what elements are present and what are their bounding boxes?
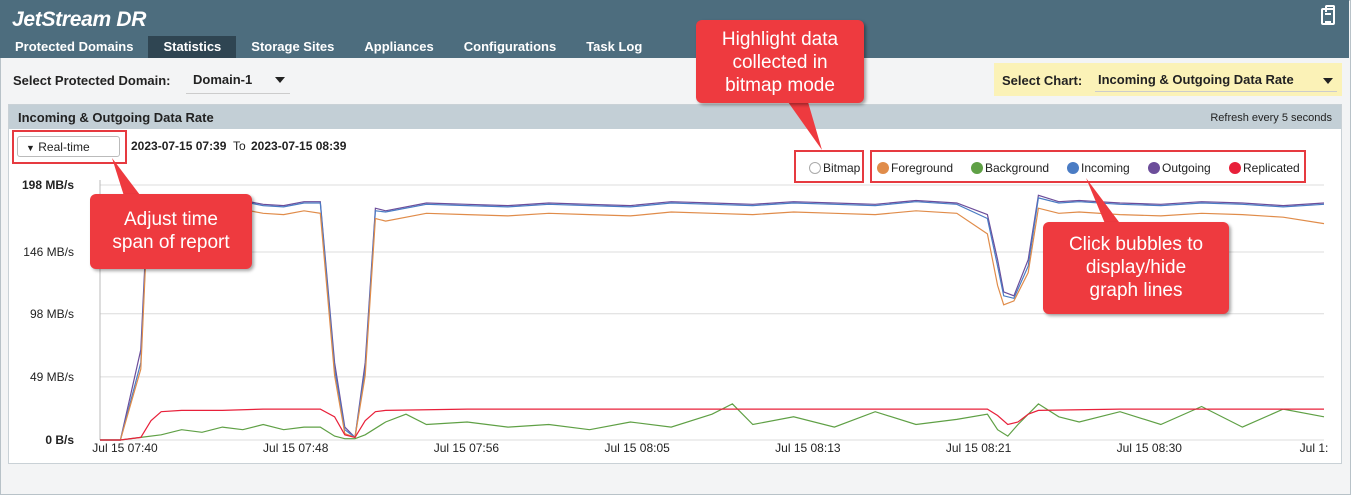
- chevron-down-icon: [1323, 78, 1333, 84]
- chart-select-label: Select Chart:: [1002, 73, 1083, 88]
- panel-header: Incoming & Outgoing Data Rate Refresh ev…: [9, 105, 1341, 129]
- chevron-down-icon: [275, 77, 285, 83]
- domain-select-value: Domain-1: [193, 72, 253, 87]
- callout-click-bubbles: Click bubbles to display/hide graph line…: [1043, 222, 1229, 314]
- tab-task-log[interactable]: Task Log: [586, 39, 643, 54]
- chart-select-value: Incoming & Outgoing Data Rate: [1098, 72, 1294, 87]
- callout-bitmap-mode: Highlight data collected in bitmap mode: [696, 20, 864, 103]
- legend-outgoing-label: Outgoing: [1162, 161, 1211, 175]
- tab-statistics[interactable]: Statistics: [148, 36, 237, 58]
- timespan-dropdown[interactable]: ▼ Real-time: [17, 136, 120, 157]
- legend-incoming[interactable]: Incoming: [1067, 161, 1130, 175]
- legend-bitmap-label: Bitmap: [823, 161, 861, 175]
- callout-line: graph lines: [1089, 280, 1183, 301]
- date-to: 2023-07-15 08:39: [251, 139, 347, 153]
- legend-foreground[interactable]: Foreground: [877, 161, 953, 175]
- legend-replicated[interactable]: Replicated: [1229, 161, 1300, 175]
- incoming-bubble-icon: [1067, 162, 1079, 174]
- tab-appliances[interactable]: Appliances: [364, 39, 434, 54]
- tab-storage-sites[interactable]: Storage Sites: [251, 39, 335, 54]
- legend-background[interactable]: Background: [971, 161, 1049, 175]
- background-bubble-icon: [971, 162, 983, 174]
- callout-adjust-timespan: Adjust time span of report: [90, 194, 252, 269]
- outgoing-bubble-icon: [1148, 162, 1160, 174]
- legend-background-label: Background: [985, 161, 1050, 175]
- legend-outgoing[interactable]: Outgoing: [1148, 161, 1211, 175]
- bitmap-highlight-box: [794, 150, 864, 183]
- bitmap-bubble-icon: [809, 162, 821, 174]
- callout-line: collected in: [732, 52, 828, 73]
- callout-line: span of report: [112, 232, 230, 253]
- callout-line: display/hide: [1085, 257, 1187, 278]
- date-to-label: To: [233, 139, 246, 153]
- domain-select[interactable]: Domain-1: [186, 66, 290, 94]
- legend-replicated-label: Replicated: [1243, 161, 1300, 175]
- replicated-bubble-icon: [1229, 162, 1241, 174]
- date-from: 2023-07-15 07:39: [131, 139, 227, 153]
- callout-line: Click bubbles to: [1068, 234, 1204, 255]
- callout-line: bitmap mode: [725, 75, 835, 96]
- timespan-value: Real-time: [38, 140, 90, 154]
- timespan-highlight-box: [12, 130, 127, 164]
- foreground-bubble-icon: [877, 162, 889, 174]
- clipboard-icon[interactable]: [1321, 5, 1335, 25]
- chart-select-container: Select Chart: Incoming & Outgoing Data R…: [994, 63, 1342, 96]
- refresh-note: Refresh every 5 seconds: [1210, 112, 1332, 124]
- panel-title: Incoming & Outgoing Data Rate: [18, 110, 214, 125]
- callout-line: Highlight data: [721, 29, 839, 50]
- legend-incoming-label: Incoming: [1081, 161, 1130, 175]
- tab-protected-domains[interactable]: Protected Domains: [15, 39, 134, 54]
- tab-configurations[interactable]: Configurations: [463, 39, 557, 54]
- legend-bitmap[interactable]: Bitmap: [809, 161, 860, 175]
- callout-line: Adjust time: [124, 209, 218, 230]
- main-tabs: Protected Domains Statistics Storage Sit…: [0, 36, 657, 58]
- legend-foreground-label: Foreground: [891, 161, 954, 175]
- app-title: JetStream DR: [12, 8, 147, 31]
- top-navigation-bar: JetStream DR Protected Domains Statistic…: [0, 0, 1349, 58]
- caret-down-icon: ▼: [26, 143, 35, 153]
- domain-select-label: Select Protected Domain:: [13, 73, 171, 88]
- chart-select[interactable]: Incoming & Outgoing Data Rate: [1095, 67, 1337, 92]
